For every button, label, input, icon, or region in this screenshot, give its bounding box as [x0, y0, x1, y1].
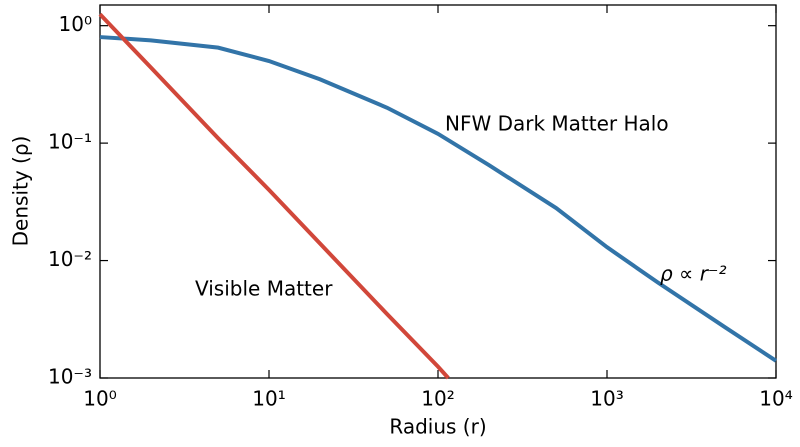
x-axis-label: Radius (r)	[389, 415, 486, 439]
series-label: Visible Matter	[195, 277, 333, 301]
x-tick-label: 10¹	[252, 387, 285, 411]
x-tick-label: 10⁰	[83, 387, 116, 411]
line	[99, 35, 778, 363]
y-tick-label: 10⁻³	[48, 365, 92, 389]
plot-frame	[99, 4, 777, 379]
annotation: ρ ∝ r⁻²	[660, 262, 727, 286]
y-tick-label: 10⁻¹	[48, 130, 92, 154]
x-tick-label: 10³	[590, 387, 623, 411]
y-tick-label: 10⁻²	[48, 247, 92, 271]
x-tick-label: 10⁴	[759, 387, 792, 411]
y-axis-label: Density (ρ)	[9, 136, 33, 247]
x-tick-label: 10²	[421, 387, 454, 411]
series-label: NFW Dark Matter Halo	[445, 112, 669, 136]
y-tick-label: 10⁰	[59, 12, 92, 36]
line	[98, 12, 450, 380]
